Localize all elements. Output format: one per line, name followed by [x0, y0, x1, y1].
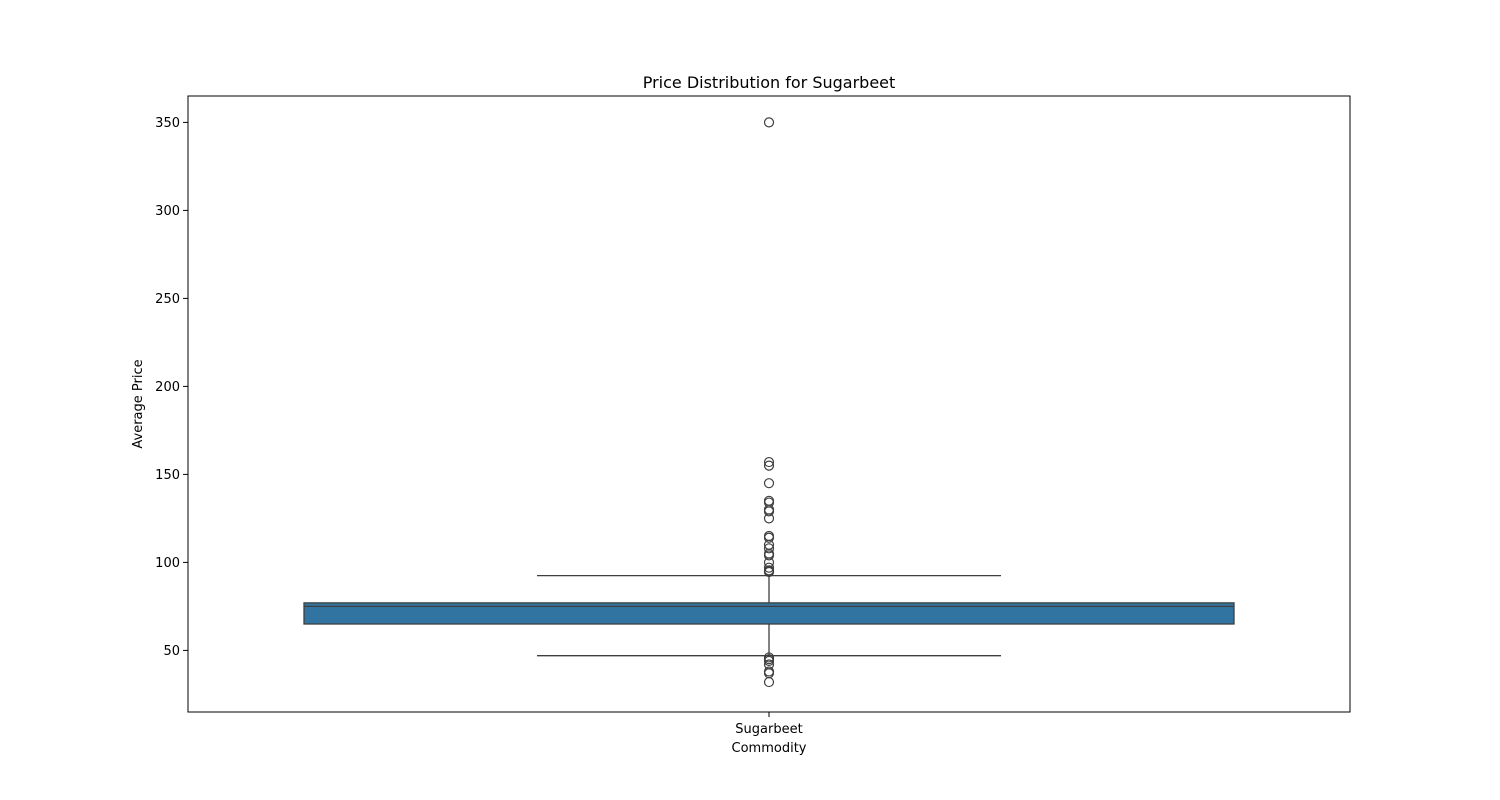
x-tick-label: Sugarbeet	[735, 722, 802, 737]
y-tick-label: 350	[155, 116, 180, 131]
y-tick-label: 200	[155, 380, 180, 395]
plot-area: 50 100 150 200 250 300 350 Sugarbeet	[155, 95, 1351, 737]
y-tick-label: 300	[155, 204, 180, 219]
outlier-point	[763, 456, 775, 468]
outlier-point	[763, 506, 775, 517]
outlier-point	[763, 513, 775, 524]
outlier-point	[763, 543, 775, 554]
outlier-point	[763, 655, 775, 667]
y-tick-label: 100	[155, 556, 180, 571]
box-iqr	[303, 602, 1235, 625]
y-axis-label: Average Price	[131, 359, 146, 448]
outlier-point	[763, 478, 775, 489]
outlier-point	[763, 460, 775, 471]
outlier-point	[763, 562, 775, 573]
outlier-point	[763, 532, 775, 543]
x-axis-label: Commodity	[732, 741, 807, 756]
outlier-point	[763, 676, 775, 688]
outlier-point	[763, 550, 775, 561]
chart-title: Price Distribution for Sugarbeet	[643, 73, 896, 92]
y-tick-label: 150	[155, 468, 180, 483]
y-tick-label: 250	[155, 292, 180, 307]
y-tick-label: 50	[163, 644, 180, 659]
outlier-point	[763, 566, 775, 578]
outlier-point	[763, 117, 775, 128]
